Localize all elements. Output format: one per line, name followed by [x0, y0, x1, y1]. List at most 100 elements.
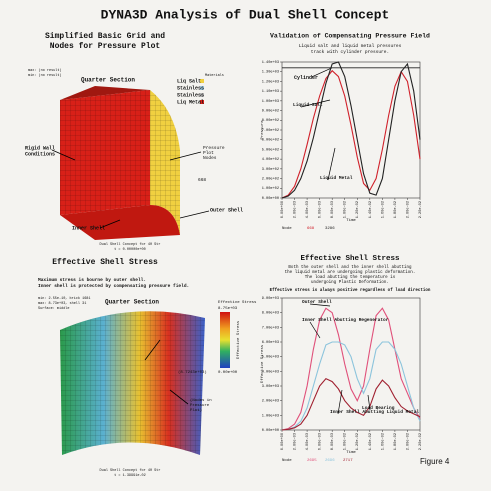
y-tick-label: 7.00e+03 [262, 326, 279, 330]
peak-label: (8.7243e+03) [178, 370, 207, 375]
x-tick-label: 1.40e-02 [369, 201, 373, 218]
y-tick-label: 1.30e+03 [262, 71, 279, 75]
x-tick-label: 1.40e-02 [369, 433, 373, 450]
min-label: max: (no result) [28, 68, 62, 73]
material-swatch [200, 93, 204, 97]
material-swatch [200, 79, 204, 83]
legend-entry: 668 [307, 227, 315, 231]
y-axis-label: Pressure [260, 120, 265, 140]
x-tick-label: 2.00e-02 [406, 201, 410, 218]
x-tick-label: 6.00e-03 [319, 201, 323, 218]
y-tick-label: 1.00e+03 [262, 414, 279, 418]
chart-subtitle: Liquid salt and liquid metal pressures [299, 43, 402, 49]
rigid-wall: Conditions [25, 151, 55, 157]
annotation: Inner Shell Abutting Regenerator [302, 317, 389, 323]
nodes-label: Nodes [203, 155, 217, 161]
plot-area [281, 297, 421, 431]
colorbar-min: 0.00e+00 [218, 371, 238, 375]
y-tick-label: 8.00e+03 [262, 312, 279, 316]
nodes-label: Plot) [190, 408, 202, 413]
annotation: Inner Shell Abutting Liquid Metal [330, 409, 419, 415]
chart-note: Effective stress is always positive rega… [270, 288, 431, 293]
x-tick-label: 4.00e-03 [306, 201, 310, 218]
y-tick-label: 5.00e+03 [262, 356, 279, 360]
pointer [179, 210, 210, 219]
chart-title: Effective Shell Stress [300, 255, 400, 263]
x-axis-label: Time [346, 218, 356, 223]
note: Maximum stress is bourne by outer shell. [38, 277, 146, 283]
surface-label: Surface: middle [38, 306, 70, 311]
series-line [281, 307, 421, 431]
annotation: Liquid Metal [320, 175, 353, 181]
material: Liq Salt [177, 78, 201, 84]
y-tick-label: 1.40e+03 [262, 61, 279, 65]
nodes-label: Pressure [190, 403, 210, 408]
y-tick-label: 2.00e+02 [262, 178, 279, 182]
material: Stainless [177, 92, 204, 98]
caption: Dual Shell Concept for 40 Str [100, 468, 161, 473]
x-tick-label: 1.20e-02 [356, 201, 360, 218]
annotation: Outer Shell [302, 299, 332, 305]
y-tick-label: 6.00e+02 [262, 139, 279, 143]
legend-entry: 2695 [307, 459, 317, 463]
section-label: Quarter Section [105, 299, 159, 306]
nodes-label: Plot [203, 150, 214, 156]
x-tick-label: 1.60e-02 [381, 201, 385, 218]
reference-label: Cylinder [294, 75, 318, 81]
material-swatch [200, 86, 204, 90]
series-line [281, 377, 421, 431]
material-swatch [200, 100, 204, 104]
grid-panel: Simplified Basic Grid and Nodes for Pres… [25, 32, 243, 252]
y-tick-label: 4.00e+03 [262, 370, 279, 374]
x-tick-label: 0.00e+00 [281, 201, 285, 218]
pointer [99, 219, 121, 229]
legend-entry: 2717 [343, 459, 353, 463]
nodes-label: (Nodes in [190, 398, 212, 403]
pointer [309, 303, 331, 307]
x-tick-label: 1.00e-02 [344, 201, 348, 218]
max-label: min: (no result) [28, 73, 62, 78]
time: t = 1.39991e-02 [114, 474, 146, 478]
y-tick-label: 0.00e+00 [262, 429, 279, 433]
chart-title: Validation of Compensating Pressure Fiel… [270, 33, 430, 40]
top-face [60, 86, 150, 100]
y-tick-label: 9.00e+03 [262, 297, 279, 301]
section-label: Quarter Section [81, 77, 135, 84]
pointer [311, 67, 333, 78]
x-tick-label: 2.00e-02 [406, 433, 410, 450]
pointer [169, 151, 202, 161]
pointer [51, 149, 76, 161]
series-line [281, 61, 421, 199]
x-tick-label: 1.20e-02 [356, 433, 360, 450]
y-tick-label: 5.00e+02 [262, 148, 279, 152]
note: Inner shell is protected by compensating… [38, 283, 189, 289]
chart-subtitle: Both the outer shell and the inner shell… [288, 265, 412, 270]
y-tick-label: 9.00e+02 [262, 110, 279, 114]
colorbar-axis: Effective Stress [236, 320, 241, 359]
pointer [327, 147, 336, 181]
annotation: Load Bearing [362, 405, 395, 411]
series-line [281, 69, 421, 199]
panel-title: Simplified Basic Grid and [45, 32, 165, 41]
x-tick-label: 8.00e-03 [331, 433, 335, 450]
pointer [300, 99, 331, 108]
legend-entry: 2696 [325, 459, 335, 463]
y-tick-label: 1.00e+03 [262, 100, 279, 104]
series-line [281, 341, 421, 431]
min-label: min: 2.55e-10, brick 1681 [38, 296, 91, 301]
pointer [309, 321, 321, 339]
chart-subtitle: undergoing Plastic Deformation. [311, 280, 389, 285]
y-tick-label: 4.00e+02 [262, 158, 279, 162]
x-tick-label: 6.00e-03 [319, 433, 323, 450]
y-tick-label: 7.00e+02 [262, 129, 279, 133]
x-tick-label: 1.80e-02 [394, 433, 398, 450]
legend-title: Node [282, 226, 292, 231]
y-tick-label: 2.00e+03 [262, 400, 279, 404]
panel-title: Effective Shell Stress [52, 258, 158, 267]
poster-title: DYNA3D Analysis of Dual Shell Concept [101, 7, 390, 22]
figure-label: Figure 4 [420, 457, 450, 466]
y-tick-label: 0.00e+00 [262, 197, 279, 201]
stress-panel: Effective Shell Stress Maximum stress is… [38, 258, 257, 478]
